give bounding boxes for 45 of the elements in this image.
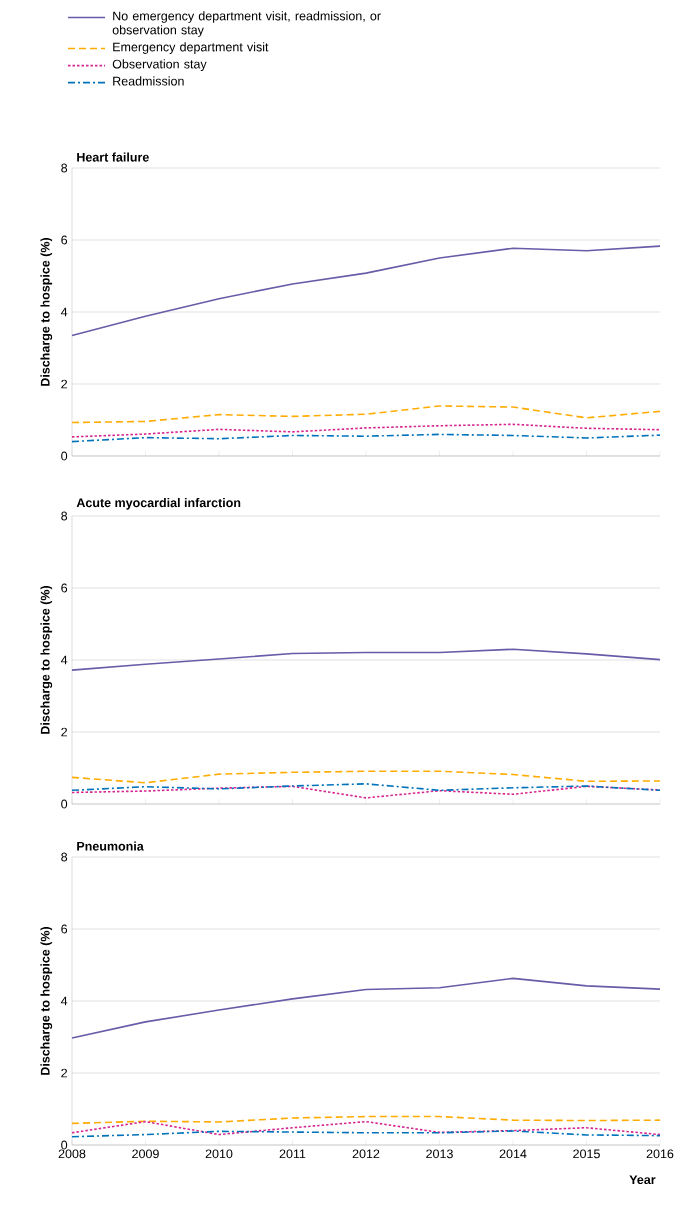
x-axis-title: Year bbox=[629, 1175, 656, 1185]
y-tick-label: 0 bbox=[61, 799, 68, 809]
y-tick-label: 2 bbox=[61, 379, 67, 389]
x-tick-label: 2010 bbox=[205, 1149, 233, 1159]
y-tick-label: 6 bbox=[61, 924, 68, 934]
chart-title: Pneumonia bbox=[77, 841, 144, 851]
y-tick-label: 4 bbox=[60, 996, 68, 1006]
y-tick-label: 0 bbox=[61, 451, 68, 461]
y-tick-label: 6 bbox=[61, 583, 68, 593]
line-series bbox=[71, 1120, 661, 1136]
x-tick-label: 2011 bbox=[279, 1149, 306, 1159]
y-tick-label: 2 bbox=[61, 727, 67, 737]
y-tick-label: 4 bbox=[60, 307, 68, 317]
chart-title: Heart failure bbox=[77, 152, 149, 162]
y-tick-label: 6 bbox=[61, 235, 68, 245]
chart-title: Acute myocardial infarction bbox=[76, 497, 241, 510]
x-tick-label: 2008 bbox=[58, 1149, 86, 1159]
x-tick-label: 2009 bbox=[132, 1149, 159, 1159]
line-series bbox=[71, 977, 661, 1039]
x-tick-label: 2014 bbox=[499, 1149, 527, 1159]
legend-label: Emergency department visit bbox=[113, 42, 269, 54]
line-series bbox=[71, 423, 661, 438]
y-tick-label: 8 bbox=[61, 511, 68, 521]
x-tick-label: 2012 bbox=[352, 1149, 380, 1159]
line-series bbox=[71, 648, 661, 671]
y-tick-label: 0 bbox=[61, 1140, 68, 1150]
line-series bbox=[71, 1115, 661, 1125]
line-series bbox=[71, 405, 661, 424]
y-axis-title: Discharge to hospice (%) bbox=[40, 585, 53, 734]
legend-label: No emergency department visit, readmission, or observation stay bbox=[112, 11, 381, 37]
line-series bbox=[71, 245, 661, 337]
line-series bbox=[71, 783, 661, 792]
legend-label: Observation stay bbox=[112, 59, 207, 71]
x-tick-label: 2013 bbox=[426, 1149, 453, 1159]
x-tick-label: 2016 bbox=[646, 1149, 674, 1159]
y-tick-label: 4 bbox=[60, 655, 68, 665]
y-tick-label: 8 bbox=[61, 163, 68, 173]
y-axis-title: Discharge to hospice (%) bbox=[40, 237, 53, 386]
legend-label: Readmission bbox=[113, 76, 184, 86]
x-tick-label: 2015 bbox=[573, 1149, 600, 1159]
y-tick-label: 2 bbox=[61, 1068, 67, 1078]
y-axis-title: Discharge to hospice (%) bbox=[40, 926, 53, 1075]
y-tick-label: 8 bbox=[61, 852, 68, 862]
line-series bbox=[71, 770, 661, 784]
line-series bbox=[71, 433, 661, 443]
